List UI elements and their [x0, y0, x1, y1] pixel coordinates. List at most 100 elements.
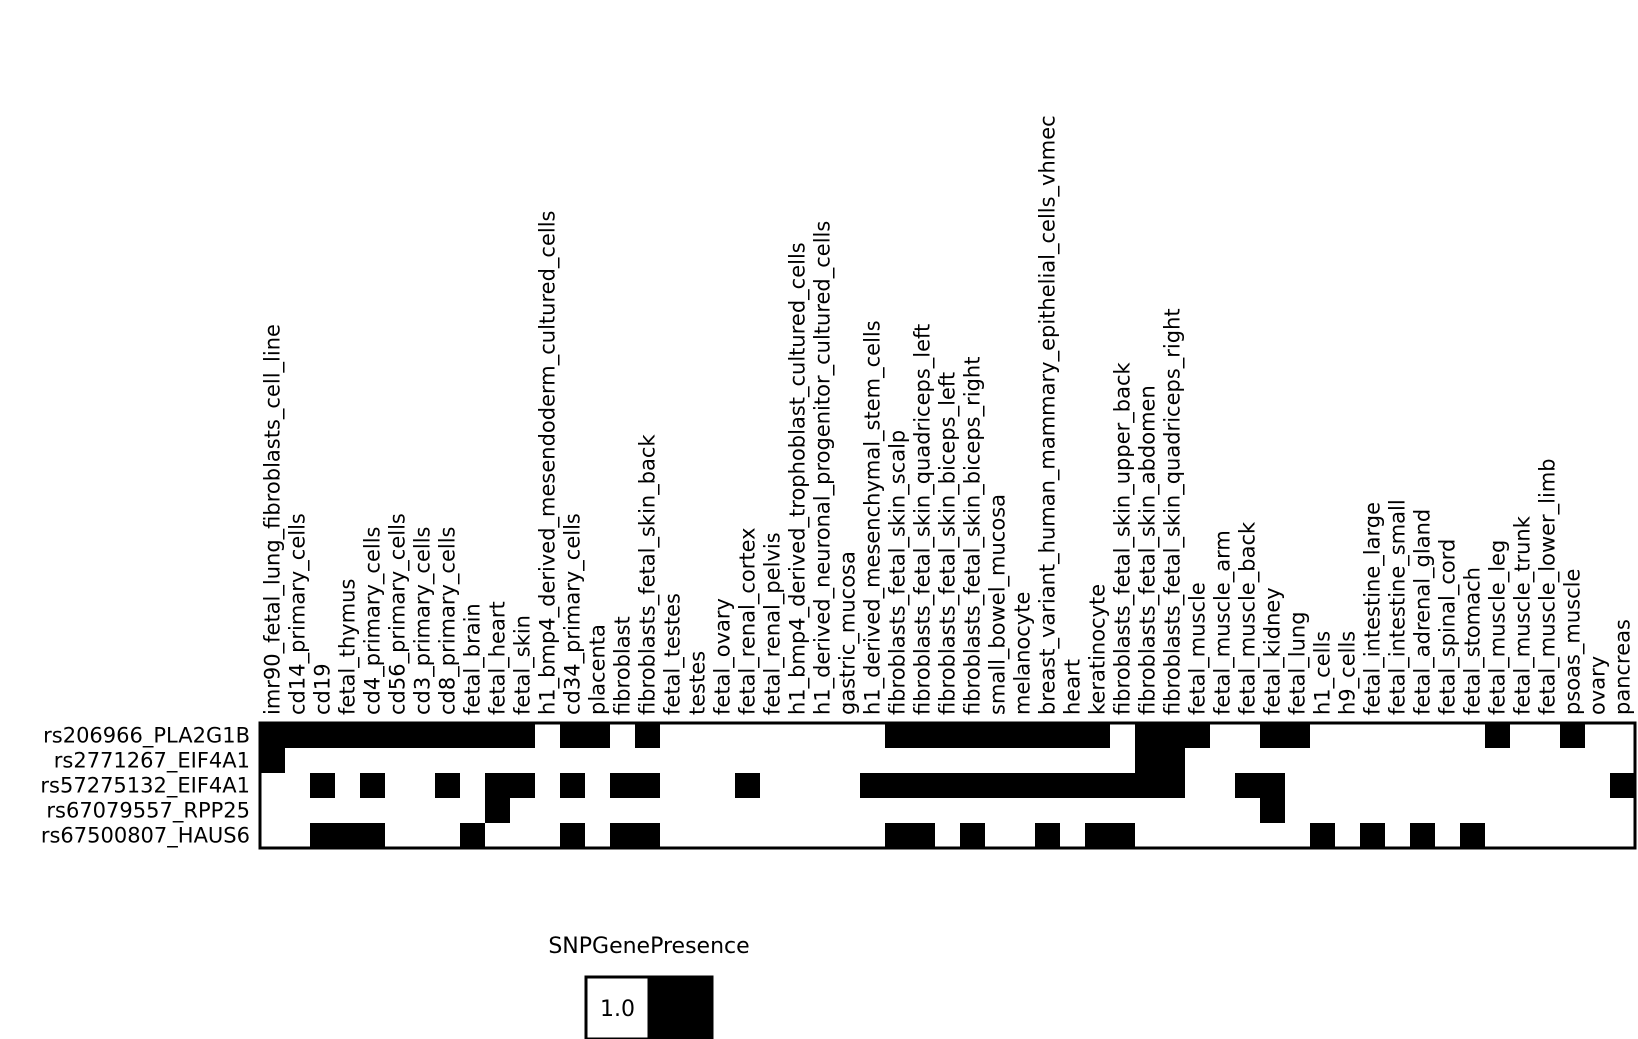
column-label: pancreas	[1611, 619, 1635, 715]
heatmap-cell	[860, 823, 886, 849]
heatmap-cell	[1535, 798, 1561, 824]
heatmap-cell	[1585, 748, 1611, 774]
heatmap-cell	[885, 823, 911, 849]
column-label: fetal_stomach	[1461, 567, 1486, 715]
heatmap-cell	[610, 773, 636, 799]
heatmap-cell	[1285, 798, 1311, 824]
heatmap-cell	[1110, 773, 1136, 799]
column-label: fibroblasts_fetal_skin_biceps_right	[961, 357, 986, 715]
heatmap-cell	[310, 798, 336, 824]
column-label: h1_derived_neuronal_progenitor_cultured_…	[811, 221, 836, 715]
column-label: small_bowel_mucosa	[986, 494, 1011, 715]
heatmap-cell	[710, 823, 736, 849]
heatmap-cell	[1135, 723, 1161, 749]
heatmap-cell	[810, 823, 836, 849]
column-label: fibroblasts_fetal_skin_quadriceps_right	[1161, 308, 1186, 715]
heatmap-cell	[585, 798, 611, 824]
heatmap-cell	[260, 798, 286, 824]
heatmap-cell	[310, 748, 336, 774]
heatmap-cell	[1485, 773, 1511, 799]
heatmap-cell	[835, 773, 861, 799]
heatmap-cell	[1560, 823, 1586, 849]
heatmap-cell	[410, 723, 436, 749]
heatmap-cell	[1260, 748, 1286, 774]
heatmap-cell	[1235, 748, 1261, 774]
heatmap-cell	[885, 723, 911, 749]
heatmap-cell	[410, 798, 436, 824]
heatmap-cell	[785, 773, 811, 799]
heatmap-cell	[1210, 773, 1236, 799]
heatmap-cell	[860, 773, 886, 799]
column-label: h1_bmp4_derived_trophoblast_cultured_cel…	[786, 242, 811, 715]
heatmap-cell	[1060, 723, 1086, 749]
heatmap-cell	[810, 773, 836, 799]
heatmap-cell	[1235, 773, 1261, 799]
heatmap-cell	[335, 723, 361, 749]
heatmap-cell	[1435, 723, 1461, 749]
heatmap-cell	[860, 798, 886, 824]
heatmap-cell	[410, 773, 436, 799]
heatmap-cell	[1160, 773, 1186, 799]
heatmap-cell	[785, 823, 811, 849]
column-label: cd3_primary_cells	[411, 527, 436, 716]
column-label: fetal_renal_cortex	[736, 527, 761, 715]
heatmap-cell	[460, 723, 486, 749]
column-label: fetal_muscle_trunk	[1511, 515, 1536, 715]
heatmap-cell	[1060, 773, 1086, 799]
heatmap-cell	[1560, 723, 1586, 749]
heatmap-cell	[460, 773, 486, 799]
heatmap-cell	[360, 823, 386, 849]
heatmap-cell	[1010, 748, 1036, 774]
column-label: fetal_adrenal_gland	[1411, 509, 1436, 715]
heatmap-cell	[1210, 798, 1236, 824]
row-label: rs57275132_EIF4A1	[40, 774, 250, 799]
column-label: fetal_muscle_leg	[1486, 540, 1511, 715]
heatmap-cell	[1310, 723, 1336, 749]
heatmap-cell	[1610, 723, 1636, 749]
heatmap-cell	[260, 773, 286, 799]
heatmap-cell	[560, 798, 586, 824]
column-label: fibroblasts_fetal_skin_upper_back	[1111, 362, 1136, 715]
heatmap-cell	[1385, 773, 1411, 799]
column-label: fetal_testes	[661, 593, 686, 715]
heatmap-cell	[1085, 823, 1111, 849]
heatmap-cell	[1485, 798, 1511, 824]
heatmap-cell	[1485, 748, 1511, 774]
column-label: fetal_intestine_small	[1386, 499, 1411, 715]
heatmap-cell	[285, 748, 311, 774]
heatmap-cell	[1585, 723, 1611, 749]
heatmap-cell	[1410, 723, 1436, 749]
heatmap-cell	[535, 748, 561, 774]
heatmap-cell	[435, 723, 461, 749]
heatmap-cell	[685, 723, 711, 749]
heatmap-cell	[1260, 798, 1286, 824]
column-label: cd34_primary_cells	[561, 513, 586, 715]
heatmap-cell	[1210, 823, 1236, 849]
heatmap-cell	[610, 823, 636, 849]
heatmap-cell	[785, 798, 811, 824]
heatmap-cell	[910, 723, 936, 749]
heatmap-cell	[335, 748, 361, 774]
heatmap-cell	[1085, 748, 1111, 774]
heatmap-cell	[1535, 823, 1561, 849]
heatmap-cell	[1385, 823, 1411, 849]
column-label: fetal_intestine_large	[1361, 502, 1386, 715]
heatmap-cell	[635, 723, 661, 749]
heatmap-cell	[935, 773, 961, 799]
heatmap-cell	[460, 823, 486, 849]
heatmap-cells	[260, 723, 1636, 849]
heatmap-cell	[835, 798, 861, 824]
heatmap-cell	[585, 823, 611, 849]
heatmap-cell	[660, 798, 686, 824]
heatmap-cell	[1410, 748, 1436, 774]
heatmap-cell	[1535, 748, 1561, 774]
heatmap-cell	[385, 823, 411, 849]
heatmap-cell	[760, 823, 786, 849]
heatmap-cell	[410, 823, 436, 849]
heatmap-cell	[985, 823, 1011, 849]
heatmap-cell	[860, 748, 886, 774]
heatmap-cell	[260, 723, 286, 749]
heatmap-cell	[1135, 748, 1161, 774]
heatmap-cell	[1310, 748, 1336, 774]
heatmap-cell	[810, 748, 836, 774]
